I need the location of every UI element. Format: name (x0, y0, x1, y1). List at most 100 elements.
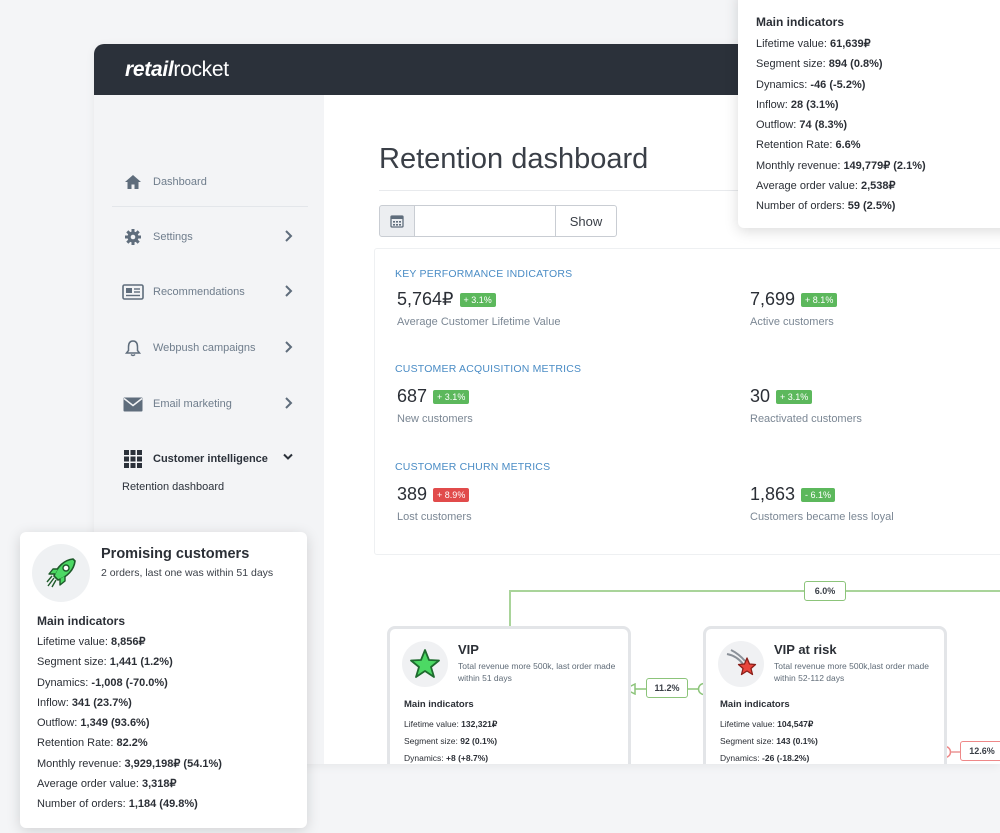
card-icon (122, 283, 144, 301)
segment-popup-top: Main indicators Lifetime value: 61,639₽ … (738, 0, 1000, 228)
flow-badge-right: 12.6% (960, 741, 1000, 761)
trend-badge: + 8.9% (433, 487, 470, 502)
trend-badge: + 3.1% (776, 389, 813, 404)
section-heading-churn: CUSTOMER CHURN METRICS (395, 461, 551, 473)
main-indicators-heading: Main indicators (404, 699, 474, 710)
trend-badge: - 6.1% (801, 487, 836, 502)
metric-value: 7,699 (750, 289, 796, 309)
segment-description: 2 orders, last one was within 51 days (101, 567, 274, 579)
indicator-row: Dynamics: -26 (-18.2%) (720, 753, 810, 763)
sidebar-item-label: Webpush campaigns (153, 342, 256, 354)
indicator-list: Lifetime value: 132,321₽ Segment size: 9… (404, 716, 497, 764)
indicator-list: Lifetime value: 8,856₽ Segment size: 1,4… (37, 632, 222, 815)
divider (112, 206, 308, 207)
sidebar-item-label: Settings (153, 231, 193, 243)
sidebar-item-customer-intelligence[interactable]: Customer intelligence (122, 447, 302, 471)
sidebar-item-label: Recommendations (153, 286, 245, 298)
indicator-row: Outflow: 74 (8.3%) (756, 119, 848, 132)
logo[interactable]: retailrocket (125, 58, 229, 81)
calendar-button[interactable] (379, 205, 415, 237)
metric-lost-customers: 389 + 8.9% Lost customers (397, 484, 472, 523)
sidebar-subitem-retention-dashboard[interactable]: Retention dashboard (122, 481, 225, 493)
indicator-row: Lifetime value: 132,321₽ (404, 719, 498, 729)
segment-popup-promising: Promising customers 2 orders, last one w… (20, 532, 307, 828)
date-input[interactable] (415, 205, 556, 237)
sidebar-item-dashboard[interactable]: Dashboard (122, 170, 302, 194)
chevron-right-icon (284, 396, 294, 413)
indicator-row: Lifetime value: 61,639₽ (756, 38, 871, 50)
metric-value: 30 (750, 386, 771, 406)
calendar-icon (390, 215, 404, 228)
segment-card-vip[interactable]: VIP Total revenue more 500k, last order … (387, 626, 631, 764)
segment-description: Total revenue more 500k, last order made… (458, 661, 616, 683)
metric-label: Customers became less loyal (750, 511, 894, 523)
metric-label: Lost customers (397, 511, 472, 523)
trend-badge: + 3.1% (459, 292, 496, 307)
segment-name: Promising customers (101, 546, 250, 562)
metric-label: Average Customer Lifetime Value (397, 316, 561, 328)
section-heading-kpi: KEY PERFORMANCE INDICATORS (395, 268, 573, 280)
sidebar-item-settings[interactable]: Settings (122, 225, 302, 249)
indicator-row: Dynamics: +8 (+8.7%) (404, 753, 489, 763)
indicator-row: Monthly revenue: 3,929,198₽ (54.1%) (37, 757, 222, 770)
metric-new-customers: 687 + 3.1% New customers (397, 386, 473, 425)
indicator-row: Retention Rate: 82.2% (37, 737, 148, 750)
metric-avg-clv: 5,764₽ + 3.1% Average Customer Lifetime V… (397, 289, 560, 328)
date-range-picker: Show (379, 205, 617, 237)
main-indicators-heading: Main indicators (37, 614, 126, 628)
indicator-row: Inflow: 28 (3.1%) (756, 98, 839, 111)
indicator-row: Number of orders: 1,184 (49.8%) (37, 798, 198, 811)
indicator-row: Retention Rate: 6.6% (756, 139, 861, 152)
indicator-list: Lifetime value: 61,639₽ Segment size: 89… (756, 34, 926, 217)
indicator-row: Segment size: 894 (0.8%) (756, 58, 883, 71)
metric-value: 687 (397, 386, 428, 406)
segment-description: Total revenue more 500k,last order made … (774, 661, 929, 683)
indicator-row: Inflow: 341 (23.7%) (37, 696, 132, 709)
indicator-row: Dynamics: -46 (-5.2%) (756, 78, 866, 91)
indicator-row: Segment size: 1,441 (1.2%) (37, 656, 173, 669)
rocket-icon (32, 544, 90, 602)
main-indicators-heading: Main indicators (756, 15, 845, 29)
indicator-row: Average order value: 3,318₽ (37, 778, 177, 791)
star-icon (402, 641, 448, 687)
chevron-right-icon (284, 229, 294, 246)
sidebar-item-label: Email marketing (153, 398, 232, 410)
metric-less-loyal: 1,863 - 6.1% Customers became less loyal (750, 484, 894, 523)
indicator-row: Outflow: 1,349 (93.6%) (37, 717, 150, 730)
segment-name: VIP (458, 642, 479, 657)
metric-label: New customers (397, 413, 473, 425)
segment-card-vip-at-risk[interactable]: VIP at risk Total revenue more 500k,last… (703, 626, 947, 764)
sidebar-item-webpush[interactable]: Webpush campaigns (122, 336, 302, 360)
sidebar-item-label: Customer intelligence (153, 453, 268, 465)
metric-active-customers: 7,699 + 8.1% Active customers (750, 289, 838, 328)
trend-badge: + 3.1% (433, 389, 470, 404)
metric-value: 1,863 (750, 484, 796, 504)
kpi-panel: KEY PERFORMANCE INDICATORS 5,764₽ + 3.1% … (374, 248, 1000, 555)
indicator-row: Lifetime value: 8,856₽ (37, 636, 146, 648)
indicator-row: Average order value: 2,538₽ (756, 180, 896, 193)
metric-value: 389 (397, 484, 428, 504)
divider (379, 190, 1000, 191)
page-title: Retention dashboard (379, 143, 649, 175)
indicator-list: Lifetime value: 104,547₽ Segment size: 1… (720, 716, 818, 764)
metric-reactivated-customers: 30 + 3.1% Reactivated customers (750, 386, 862, 425)
trend-badge: + 8.1% (801, 292, 838, 307)
chevron-right-icon (284, 284, 294, 301)
metric-label: Reactivated customers (750, 413, 862, 425)
main-content: Retention dashboard Show KEY PERFORMANCE… (324, 95, 1000, 764)
falling-star-icon (718, 641, 764, 687)
flow-badge-mid: 11.2% (646, 678, 688, 698)
sidebar-item-label: Dashboard (153, 176, 207, 188)
envelope-icon (122, 395, 144, 413)
metric-label: Active customers (750, 316, 834, 328)
flow-badge-top: 6.0% (804, 581, 846, 601)
main-indicators-heading: Main indicators (720, 699, 790, 710)
show-button[interactable]: Show (555, 205, 617, 237)
sidebar-item-email[interactable]: Email marketing (122, 392, 302, 416)
indicator-row: Number of orders: 59 (2.5%) (756, 200, 896, 213)
sidebar-item-recommendations[interactable]: Recommendations (122, 280, 302, 304)
chevron-right-icon (284, 340, 294, 357)
metric-value: 5,764₽ (397, 289, 454, 309)
chevron-down-icon (282, 451, 294, 466)
indicator-row: Dynamics: -1,008 (-70.0%) (37, 676, 168, 689)
